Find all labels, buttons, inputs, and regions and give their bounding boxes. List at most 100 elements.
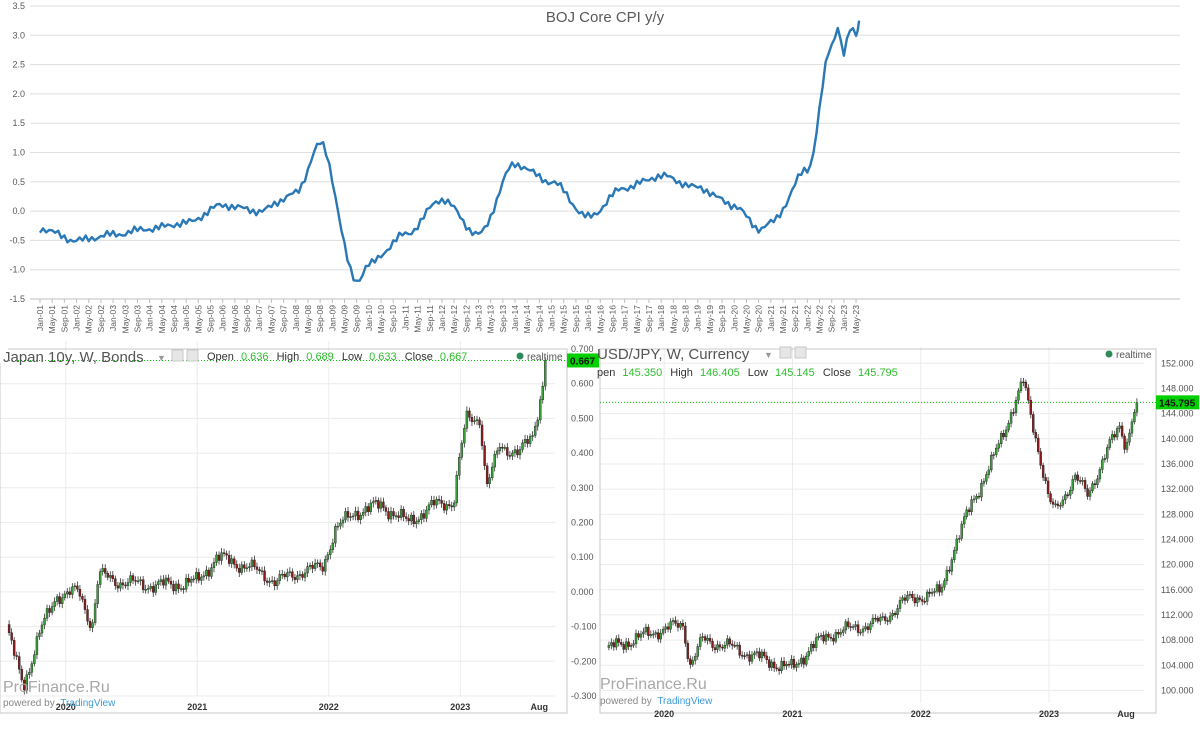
candle-body <box>263 570 266 582</box>
candle-body <box>703 636 707 641</box>
candle-body <box>361 512 365 516</box>
candle-body <box>397 515 400 518</box>
candle-body <box>881 616 884 618</box>
candle-body <box>1101 459 1104 470</box>
cpi-x-tick-label: Sep-10 <box>388 305 398 333</box>
candle-body <box>61 597 64 604</box>
candle-body <box>12 640 16 656</box>
candle-body <box>1118 425 1121 429</box>
dropdown-caret-icon[interactable]: ▼ <box>157 353 166 363</box>
candle-body <box>215 554 218 563</box>
candle-body <box>795 664 798 668</box>
candle-body <box>962 516 966 525</box>
jpy-header: USD/JPY, W, Currency ▼ realtime pen 145.… <box>597 346 1152 379</box>
candle-body <box>753 652 756 656</box>
candle-body <box>369 502 372 512</box>
candle-body <box>1069 490 1072 496</box>
candle-body <box>341 519 345 524</box>
candle-body <box>541 385 544 400</box>
candle-body <box>1130 421 1134 434</box>
candle-body <box>498 447 501 452</box>
settings-icon[interactable] <box>779 346 792 359</box>
candle-body <box>101 568 104 572</box>
close-icon[interactable] <box>794 346 807 359</box>
candle-body <box>501 447 504 449</box>
candle-body <box>38 632 41 637</box>
candle-body <box>1056 503 1060 506</box>
candle-body <box>1002 433 1005 438</box>
candle-body <box>684 625 687 644</box>
tradingview-link[interactable]: TradingView <box>60 698 116 709</box>
y-tick-label: 0.000 <box>571 587 594 597</box>
candle-body <box>382 501 385 508</box>
tradingview-link[interactable]: TradingView <box>657 696 713 707</box>
candle-body <box>270 580 274 582</box>
candle-body <box>458 457 461 476</box>
candle-body <box>888 615 892 622</box>
candle-body <box>805 655 808 665</box>
cpi-x-tick-label: Jan-02 <box>72 305 82 331</box>
candle-body <box>800 657 803 664</box>
candle-body <box>463 428 466 444</box>
y-tick-label: -0.200 <box>571 656 597 666</box>
y-tick-label: 144.000 <box>1161 409 1194 419</box>
candle-body <box>960 523 963 539</box>
settings-icon[interactable] <box>171 349 184 362</box>
candle-body <box>755 651 759 654</box>
x-tick-label: Aug <box>530 702 548 712</box>
candle-body <box>735 644 739 647</box>
jgb-y-axis: 0.700 0.600 0.500 0.400 0.300 0.200 0.100 0.000… <box>571 344 597 701</box>
jgb-high-value: 0.689 <box>306 351 334 363</box>
x-tick-label: 2020 <box>56 702 76 712</box>
cpi-x-tick-label: Jan-08 <box>291 305 301 331</box>
candle-body <box>435 499 438 506</box>
candle-body <box>980 483 983 498</box>
candle-body <box>659 632 662 640</box>
candle-body <box>83 599 87 610</box>
candle-body <box>1061 499 1065 506</box>
candle-body <box>415 521 418 525</box>
candle-body <box>827 633 830 638</box>
candle-body <box>179 588 183 590</box>
candle-body <box>967 509 971 512</box>
candle-body <box>1115 428 1119 438</box>
candle-body <box>159 579 163 582</box>
candle-body <box>898 600 902 609</box>
powered-by-label: powered by <box>600 696 652 707</box>
candle-body <box>356 510 360 520</box>
candle-body <box>349 516 352 518</box>
candle-body <box>293 577 297 580</box>
candle-body <box>222 552 226 554</box>
candle-body <box>174 583 178 592</box>
candle-body <box>450 505 453 508</box>
candle-body <box>379 501 383 509</box>
candle-body <box>896 608 899 615</box>
cpi-x-tick-label: Sep-08 <box>315 305 325 333</box>
candle-body <box>1007 423 1010 431</box>
candle-body <box>1054 503 1057 506</box>
jgb-open-value: 0.636 <box>241 351 269 363</box>
candle-body <box>98 571 102 585</box>
candle-body <box>654 632 657 635</box>
realtime-dot-icon <box>1105 350 1113 358</box>
candle-body <box>743 655 746 657</box>
candle-body <box>686 643 690 660</box>
candle-body <box>832 638 835 642</box>
candle-body <box>777 668 781 671</box>
cpi-x-tick-label: May-18 <box>668 305 678 334</box>
x-tick-label: 2021 <box>187 702 207 712</box>
candle-body <box>644 626 648 633</box>
close-icon[interactable] <box>186 349 199 362</box>
candle-body <box>167 577 170 582</box>
candle-body <box>154 584 157 593</box>
jgb-realtime-label: realtime <box>527 352 563 363</box>
cpi-y-tick-label: 2.5 <box>12 60 25 70</box>
candle-body <box>425 509 428 519</box>
cpi-x-tick-label: May-07 <box>266 305 276 334</box>
candle-body <box>205 569 208 577</box>
candle-body <box>152 586 155 593</box>
dropdown-caret-icon[interactable]: ▼ <box>764 350 773 360</box>
candle-body <box>296 575 299 580</box>
candle-body <box>10 632 13 641</box>
candle-body <box>1049 493 1052 503</box>
